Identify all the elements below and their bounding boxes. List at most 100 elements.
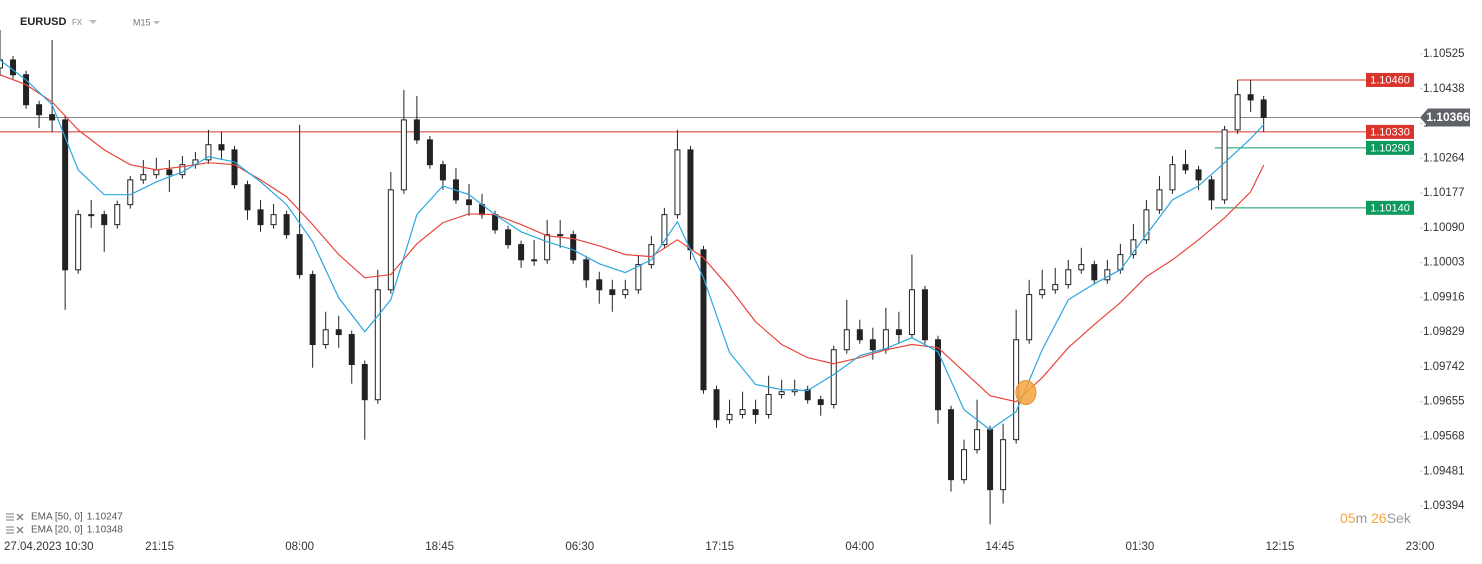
level-label: 1.10290 [1370, 142, 1410, 154]
y-tick-label: 1.09829 [1423, 326, 1465, 338]
x-tick-label: 08:00 [285, 541, 314, 553]
market[interactable]: FX [72, 18, 83, 27]
current-price-box [1420, 108, 1470, 127]
candle-body [400, 119, 407, 191]
current-price-label: 1.10366 [1426, 110, 1470, 124]
candle-body [934, 339, 941, 411]
candle-body [1156, 189, 1163, 211]
candle-body [296, 234, 303, 276]
x-tick-label: 14:45 [985, 541, 1014, 553]
candle-body [518, 244, 525, 261]
legend-value: 1.10348 [87, 525, 124, 536]
candle-body [1039, 289, 1046, 296]
candle-body [648, 244, 655, 266]
level-label: 1.10140 [1370, 202, 1410, 214]
legend-remove[interactable] [16, 526, 24, 534]
dropdown-arrow[interactable] [153, 21, 160, 25]
candle-body [322, 329, 329, 346]
candle-body [804, 389, 811, 401]
candle-body [179, 164, 186, 176]
timer-minutes-unit: m [1356, 510, 1368, 526]
legend-label: EMA [20, 0] [31, 525, 83, 536]
candle-body [1026, 294, 1033, 341]
candle-body [153, 169, 160, 176]
timeframe[interactable]: M15 [133, 17, 151, 27]
candle-body [88, 214, 95, 217]
candle-body [1065, 269, 1072, 286]
x-tick-label: 12:15 [1266, 541, 1295, 553]
candle-body [1130, 239, 1137, 256]
x-tick-label: 06:30 [565, 541, 594, 553]
legend-remove[interactable] [16, 513, 24, 521]
candle-body [36, 104, 43, 116]
legend-item: EMA [20, 0] 1.10348 [6, 525, 123, 536]
y-tick-label: 1.10525 [1423, 48, 1465, 60]
level-label: 1.10330 [1370, 126, 1410, 138]
legend-label: EMA [50, 0] [31, 512, 83, 523]
candle-body [257, 209, 264, 226]
candle-body [908, 289, 915, 336]
candle-body [127, 179, 134, 206]
timer-minutes: 05 [1340, 510, 1356, 526]
candle-body [23, 74, 30, 106]
candle-body [661, 214, 668, 246]
candle-body [348, 334, 355, 366]
candle-body [1091, 264, 1098, 281]
candle-body [843, 329, 850, 351]
legend-icon [6, 526, 14, 534]
candle-body [921, 289, 928, 341]
candle-body [570, 234, 577, 261]
dropdown-arrow[interactable] [89, 20, 97, 24]
candle-body [387, 189, 394, 291]
candle-body [817, 399, 824, 406]
candle-body [1247, 94, 1254, 101]
y-tick-label: 1.09394 [1423, 500, 1465, 512]
candle-body [713, 389, 720, 421]
ema-line [0, 74, 1265, 403]
candle-body [114, 204, 121, 226]
candle-body [244, 184, 251, 211]
candle-body [1234, 94, 1241, 131]
candle-body [101, 214, 108, 226]
y-tick-label: 1.10090 [1423, 222, 1465, 234]
candle-body [1195, 169, 1202, 181]
x-tick-label: 23:00 [1406, 541, 1435, 553]
candle-body [218, 144, 225, 151]
candle-body [309, 274, 316, 346]
y-tick-label: 1.10438 [1423, 83, 1465, 95]
candle-body [10, 59, 17, 76]
candle-body [700, 249, 707, 391]
y-tick-label: 1.10264 [1423, 152, 1465, 164]
x-tick-label: 17:15 [705, 541, 734, 553]
candle-body [1260, 99, 1267, 119]
x-tick-label: 18:45 [425, 541, 454, 553]
y-tick-label: 1.09916 [1423, 291, 1465, 303]
candle-body [622, 289, 629, 296]
legend-value: 1.10247 [87, 512, 124, 523]
candle-body [62, 119, 69, 271]
y-tick-label: 1.09742 [1423, 361, 1465, 373]
level-label-box [1366, 140, 1414, 155]
candle-body [0, 59, 3, 69]
candle-body [830, 349, 837, 406]
legend-item: EMA [50, 0] 1.10247 [6, 512, 123, 523]
candle-body [505, 229, 512, 246]
candle-body [856, 329, 863, 341]
candle-body [531, 259, 538, 262]
candle-body [544, 234, 551, 261]
candle-body [1078, 264, 1085, 271]
candle-body [1208, 179, 1215, 201]
level-label: 1.10460 [1370, 74, 1410, 86]
candle-body [413, 119, 420, 141]
candle-body [583, 259, 590, 281]
candle-body [687, 149, 694, 251]
legend-icon [6, 513, 14, 521]
y-tick-label: 1.09481 [1423, 465, 1465, 477]
x-tick-label: 27.04.2023 10:30 [4, 541, 94, 553]
candle-body [948, 409, 955, 481]
candle-body [49, 114, 56, 121]
candle-body [1052, 284, 1059, 291]
symbol[interactable]: EURUSD [20, 16, 67, 28]
candle-body [869, 339, 876, 351]
